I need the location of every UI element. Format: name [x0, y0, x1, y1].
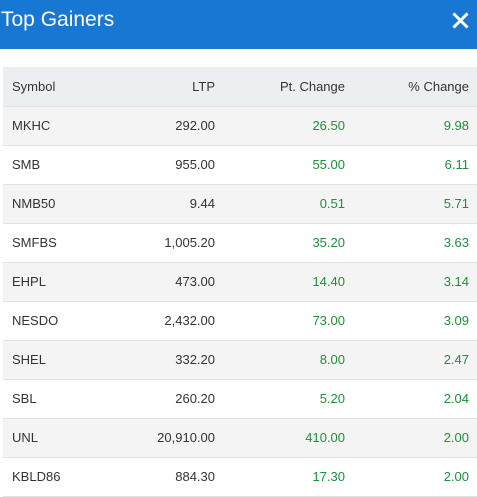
pt-change-cell: 410.00 [215, 418, 345, 458]
pct-change-cell: 2.04 [345, 379, 477, 419]
symbol-cell: NMB50 [3, 184, 112, 224]
ltp-cell: 2,432.00 [112, 301, 215, 341]
pct-change-cell: 3.14 [345, 262, 477, 302]
ltp-cell: 884.30 [112, 457, 215, 497]
table-row: KBLD86 884.30 17.30 2.00 [3, 457, 477, 497]
pt-change-cell: 26.50 [215, 106, 345, 146]
ltp-cell: 473.00 [112, 262, 215, 302]
table-row: SMFBS 1,005.20 35.20 3.63 [3, 223, 477, 263]
pt-change-cell: 8.00 [215, 340, 345, 380]
symbol-cell: SHEL [3, 340, 112, 380]
dialog-title: Top Gainers [1, 8, 115, 31]
table-row: UNL 20,910.00 410.00 2.00 [3, 418, 477, 458]
pt-change-cell: 0.51 [215, 184, 345, 224]
close-icon[interactable] [452, 12, 469, 29]
pt-change-cell: 5.20 [215, 379, 345, 419]
pct-change-cell: 2.47 [345, 340, 477, 380]
pct-change-cell: 2.00 [345, 457, 477, 497]
table-row: SMB 955.00 55.00 6.11 [3, 145, 477, 185]
pt-change-cell: 73.00 [215, 301, 345, 341]
ltp-cell: 292.00 [112, 106, 215, 146]
column-header-pct-change: % Change [345, 67, 477, 107]
table-row: EHPL 473.00 14.40 3.14 [3, 262, 477, 302]
ltp-cell: 9.44 [112, 184, 215, 224]
column-header-ltp: LTP [112, 67, 215, 107]
pct-change-cell: 6.11 [345, 145, 477, 185]
pt-change-cell: 17.30 [215, 457, 345, 497]
ltp-cell: 332.20 [112, 340, 215, 380]
table-row: NMB50 9.44 0.51 5.71 [3, 184, 477, 224]
table-header-row: Symbol LTP Pt. Change % Change [3, 67, 477, 107]
symbol-cell: KBLD86 [3, 457, 112, 497]
column-header-pt-change: Pt. Change [215, 67, 345, 107]
pt-change-cell: 55.00 [215, 145, 345, 185]
pct-change-cell: 2.00 [345, 418, 477, 458]
symbol-cell: EHPL [3, 262, 112, 302]
column-header-symbol: Symbol [3, 67, 112, 107]
pt-change-cell: 35.20 [215, 223, 345, 263]
ltp-cell: 260.20 [112, 379, 215, 419]
pct-change-cell: 9.98 [345, 106, 477, 146]
table-row: MKHC 292.00 26.50 9.98 [3, 106, 477, 146]
symbol-cell: SMB [3, 145, 112, 185]
symbol-cell: NESDO [3, 301, 112, 341]
ltp-cell: 955.00 [112, 145, 215, 185]
symbol-cell: MKHC [3, 106, 112, 146]
table-row: SHEL 332.20 8.00 2.47 [3, 340, 477, 380]
symbol-cell: SMFBS [3, 223, 112, 263]
ltp-cell: 1,005.20 [112, 223, 215, 263]
pct-change-cell: 3.63 [345, 223, 477, 263]
ltp-cell: 20,910.00 [112, 418, 215, 458]
dialog-header: Top Gainers [0, 0, 477, 49]
pt-change-cell: 14.40 [215, 262, 345, 302]
table-row: SBL 260.20 5.20 2.04 [3, 379, 477, 419]
symbol-cell: UNL [3, 418, 112, 458]
pct-change-cell: 5.71 [345, 184, 477, 224]
pct-change-cell: 3.09 [345, 301, 477, 341]
top-gainers-table: Symbol LTP Pt. Change % Change MKHC 292.… [3, 67, 477, 497]
symbol-cell: SBL [3, 379, 112, 419]
table-row: NESDO 2,432.00 73.00 3.09 [3, 301, 477, 341]
